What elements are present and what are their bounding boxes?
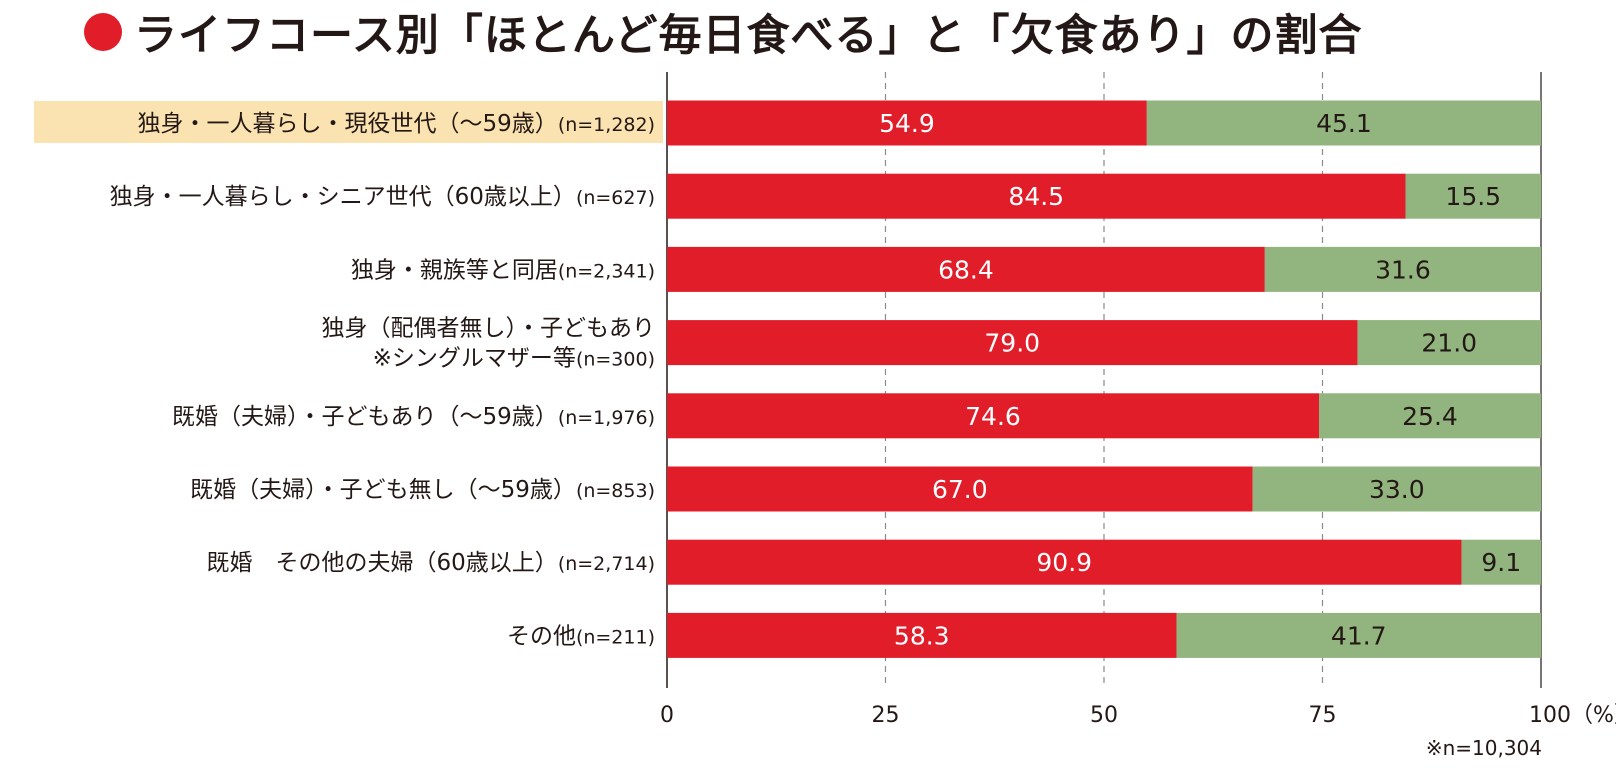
category-label-text: 独身・一人暮らし・シニア世代（60歳以上）: [110, 184, 576, 210]
category-highlight: [34, 101, 663, 143]
bar-skip-value-label: 31.6: [1375, 255, 1431, 284]
bar-daily: [667, 393, 1320, 439]
bar-daily: [667, 173, 1406, 219]
bar-skip-value-label: 45.1: [1316, 109, 1372, 138]
category-label: 既婚 その他の夫婦（60歳以上）(n=2,714): [207, 550, 655, 576]
bar-daily-value-label: 84.5: [1008, 182, 1064, 211]
x-tick-label: 25: [872, 703, 900, 728]
red-dot-icon: [84, 13, 122, 51]
x-tick-label: 0: [660, 703, 674, 728]
bar-skip-value-label: 15.5: [1445, 182, 1501, 211]
category-sample-size: (n=1,282): [558, 114, 655, 136]
category-label-text: 独身・親族等と同居: [351, 257, 558, 283]
bar-skip-value-label: 41.7: [1331, 621, 1387, 650]
bar-daily: [667, 612, 1177, 658]
category-label: その他(n=211): [507, 623, 655, 649]
bar-skip: [1405, 173, 1541, 219]
category-sample-size: (n=627): [576, 187, 655, 209]
bar-skip: [1461, 539, 1541, 585]
bar-skip: [1252, 466, 1541, 512]
bar-skip: [1176, 612, 1541, 658]
category-label-text: 既婚 その他の夫婦（60歳以上）: [207, 550, 558, 576]
bar-daily-value-label: 67.0: [932, 475, 988, 504]
category-label: 独身（配偶者無し）・子どもあり: [322, 316, 656, 342]
bar-skip: [1264, 246, 1541, 292]
category-sample-size: (n=2,714): [558, 553, 655, 575]
bar-daily-value-label: 58.3: [894, 621, 950, 650]
category-sample-size: (n=1,976): [558, 407, 655, 429]
bar-skip: [1146, 100, 1541, 146]
category-label: 既婚（夫婦）・子どもあり（～59歳）(n=1,976): [172, 404, 655, 430]
bar-skip: [1357, 320, 1541, 366]
x-tick-label: 50: [1090, 703, 1118, 728]
bar-skip-value-label: 33.0: [1369, 475, 1425, 504]
bar-daily-value-label: 90.9: [1036, 548, 1092, 577]
chart-title-text: ライフコース別「ほとんど毎日食べる」と「欠食あり」の割合: [134, 11, 1363, 61]
category-label: 独身・親族等と同居(n=2,341): [351, 257, 655, 283]
category-label: ※シングルマザー等(n=300): [373, 346, 655, 372]
category-label: 独身・一人暮らし・シニア世代（60歳以上）(n=627): [110, 184, 655, 210]
category-label-text: その他: [507, 623, 576, 649]
bar-daily: [667, 466, 1253, 512]
x-tick-label: 100（%）: [1529, 703, 1616, 728]
category-sample-size: (n=853): [576, 480, 655, 502]
bar-skip-value-label: 25.4: [1402, 402, 1458, 431]
bar-skip: [1319, 393, 1541, 439]
sample-size-note: ※n=10,304: [1425, 736, 1542, 760]
bar-daily: [667, 100, 1147, 146]
category-label-text: 既婚（夫婦）・子ども無し（～59歳）: [190, 477, 576, 503]
chart-title: ライフコース別「ほとんど毎日食べる」と「欠食あり」の割合: [84, 4, 1363, 61]
bar-daily-value-label: 68.4: [938, 255, 994, 284]
category-label: 独身・一人暮らし・現役世代（～59歳）(n=1,282): [138, 111, 655, 137]
bar-daily-value-label: 79.0: [984, 329, 1040, 358]
category-label-text: 独身・一人暮らし・現役世代（～59歳）: [138, 111, 558, 137]
bar-skip-value-label: 21.0: [1421, 329, 1477, 358]
category-sample-size: (n=2,341): [558, 260, 655, 282]
bar-daily: [667, 539, 1462, 585]
category-label-text: 既婚（夫婦）・子どもあり（～59歳）: [172, 404, 558, 430]
category-label: 既婚（夫婦）・子ども無し（～59歳）(n=853): [190, 477, 655, 503]
bar-daily: [667, 320, 1358, 366]
bar-daily: [667, 246, 1265, 292]
x-tick-label: 75: [1309, 703, 1337, 728]
bar-daily-value-label: 54.9: [879, 109, 935, 138]
bar-daily-value-label: 74.6: [965, 402, 1021, 431]
category-label-text: 独身（配偶者無し）・子どもあり: [322, 316, 656, 342]
category-sample-size: (n=300): [576, 349, 655, 371]
category-sample-size: (n=211): [576, 626, 655, 648]
category-label-text: ※シングルマザー等: [373, 346, 576, 372]
bar-skip-value-label: 9.1: [1481, 548, 1521, 577]
